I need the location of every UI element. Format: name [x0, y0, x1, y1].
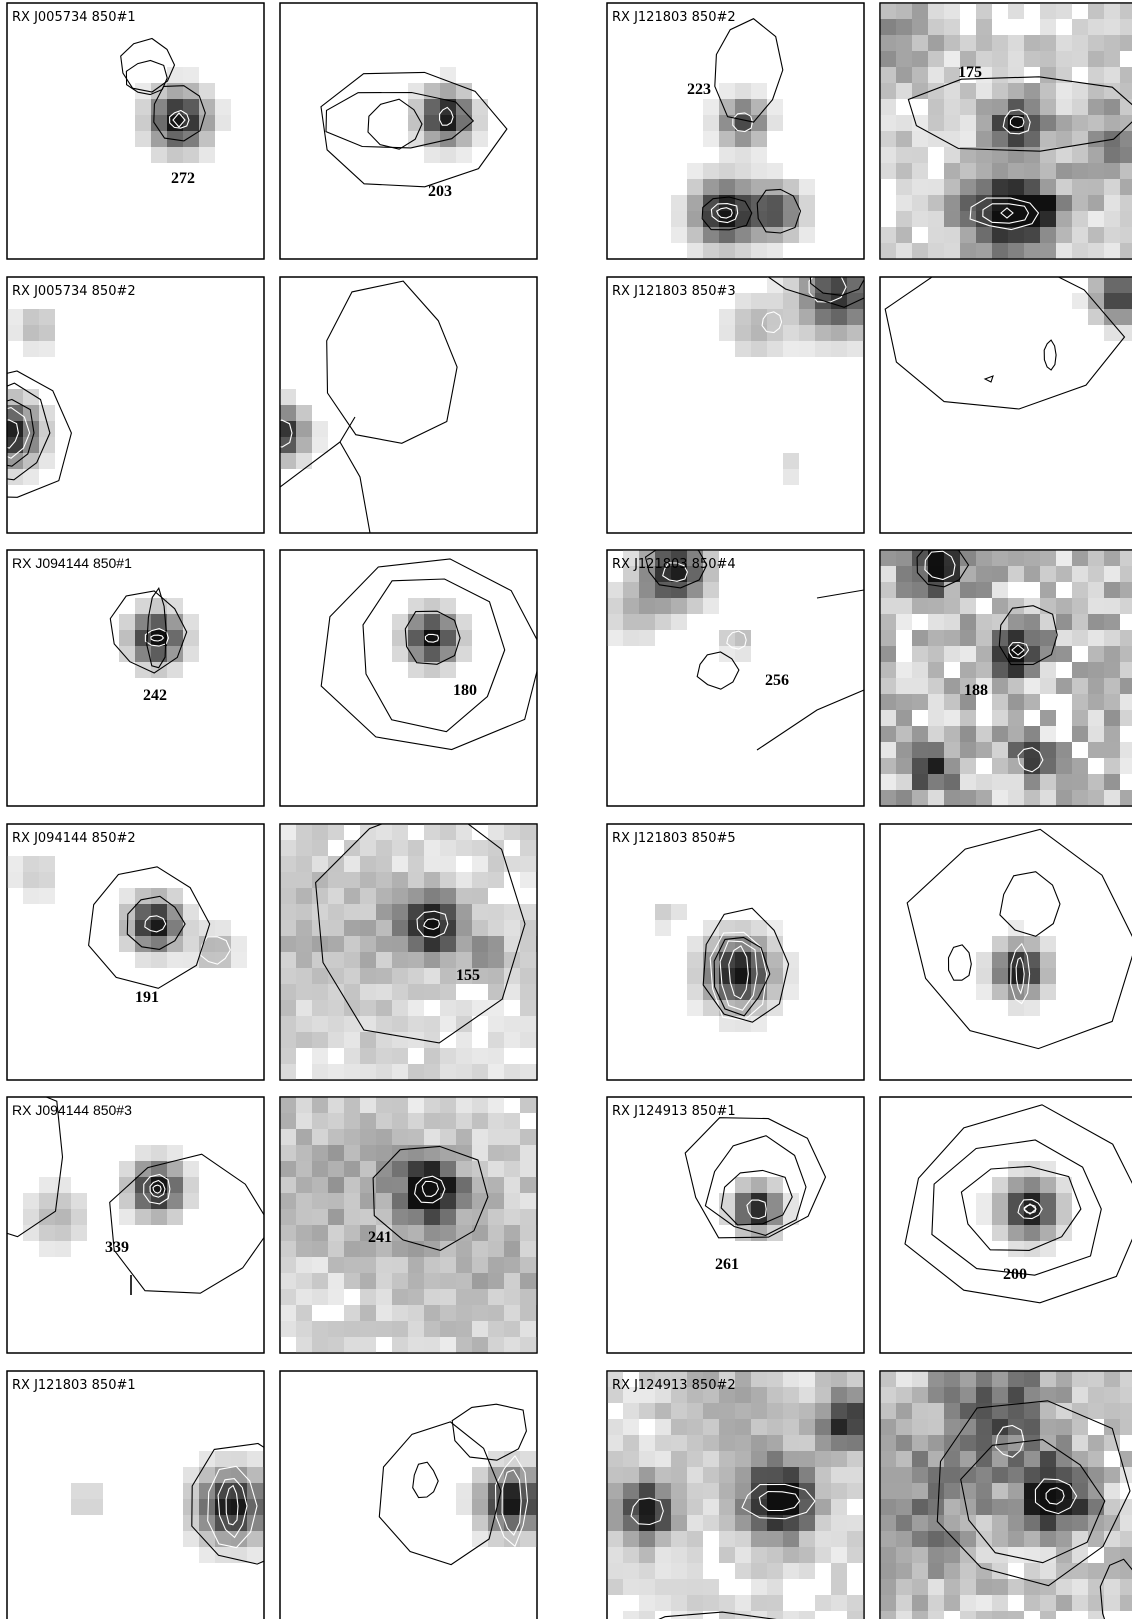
contours [7, 1097, 264, 1294]
greyscale-map [135, 67, 231, 163]
panel-13: RX J094144 850#2 191 [6, 823, 265, 1081]
panel-6 [279, 276, 538, 534]
panel-14: 155 [279, 823, 538, 1081]
contours [644, 550, 864, 751]
contours [701, 18, 802, 234]
panel-7: RX J121803 850#3 [606, 276, 865, 534]
panel-17: RX J094144 850#3 339 [6, 1096, 265, 1354]
source-label: 339 [105, 1239, 129, 1256]
panel-title: RX J124913 850#1 [612, 1104, 736, 1119]
greyscale-map [976, 920, 1056, 1016]
source-label: 155 [456, 967, 480, 984]
source-label: 261 [715, 1256, 739, 1273]
panel-21: RX J121803 850#1 [6, 1370, 265, 1619]
panel-1: RX J005734 850#1 272 [6, 2, 265, 260]
greyscale-map [607, 550, 751, 662]
panel-2: 203 [279, 2, 538, 260]
greyscale-map [456, 1451, 537, 1547]
panel-15: RX J121803 850#5 [606, 823, 865, 1081]
greyscale-map [7, 309, 55, 485]
contours [7, 370, 72, 498]
greyscale-map [880, 3, 1132, 259]
contours [280, 280, 458, 533]
panel-title: RX J121803 850#1 [12, 1378, 136, 1393]
panel-title: RX J124913 850#2 [612, 1378, 736, 1393]
panel-title: RX J121803 850#5 [612, 831, 736, 846]
greyscale-map [280, 389, 328, 469]
greyscale-map [671, 83, 815, 259]
contours [191, 1442, 264, 1565]
panel-11: RX J121803 850#4 256 [606, 549, 865, 807]
source-label: 242 [143, 687, 167, 704]
contours [88, 866, 231, 989]
panel-19: RX J124913 850#1 261 [606, 1096, 865, 1354]
greyscale-map [280, 824, 537, 1080]
panel-9: RX J094144 850#1 242 [6, 549, 265, 807]
panel-23: RX J124913 850#2 [606, 1370, 865, 1619]
greyscale-map [719, 1177, 799, 1241]
contours [916, 550, 1058, 773]
panel-12: 188 [879, 549, 1132, 807]
panel-20: 200 [879, 1096, 1132, 1354]
greyscale-map [976, 1161, 1072, 1257]
contours [320, 71, 508, 188]
panel-title: RX J121803 850#4 [612, 557, 736, 572]
panel-title: RX J005734 850#1 [12, 10, 136, 25]
greyscale-map [392, 598, 472, 678]
panel-3: RX J121803 850#2 223 [606, 2, 865, 260]
contours [884, 277, 1126, 410]
source-label: 200 [1003, 1266, 1027, 1283]
panel-24 [879, 1370, 1132, 1619]
contours [907, 76, 1132, 231]
panel-10: 180 [279, 549, 538, 807]
contours [906, 828, 1132, 1050]
panel-18: 241 [279, 1096, 538, 1354]
contours [120, 37, 206, 142]
source-label: 191 [135, 989, 159, 1006]
panel-title: RX J094144 850#1 [12, 555, 132, 571]
panel-16 [879, 823, 1132, 1081]
panel-frame [279, 276, 538, 534]
greyscale-map [71, 1451, 264, 1563]
panel-22 [279, 1370, 538, 1619]
greyscale-map [880, 1371, 1132, 1619]
source-label: 180 [453, 682, 477, 699]
contours [761, 277, 864, 334]
panel-title: RX J121803 850#3 [612, 284, 736, 299]
panel-4: 175 [879, 2, 1132, 260]
contours [320, 558, 537, 751]
panel-8 [879, 276, 1132, 534]
contours [372, 1145, 489, 1251]
greyscale-map [1072, 277, 1132, 341]
contours [630, 1483, 816, 1619]
panel-5: RX J005734 850#2 [6, 276, 265, 534]
panel-title: RX J005734 850#2 [12, 284, 136, 299]
source-label: 203 [428, 183, 452, 200]
greyscale-map [23, 1145, 199, 1257]
source-label: 256 [765, 672, 789, 689]
source-label: 223 [687, 81, 711, 98]
source-label: 175 [958, 64, 982, 81]
panel-title: RX J094144 850#2 [12, 831, 136, 846]
source-label: 241 [368, 1229, 392, 1246]
greyscale-map [408, 67, 488, 163]
panel-title: RX J094144 850#3 [12, 1102, 132, 1118]
panel-title: RX J121803 850#2 [612, 10, 736, 25]
contours [109, 586, 188, 674]
source-label: 188 [964, 682, 988, 699]
greyscale-map [880, 550, 1132, 806]
greyscale-map [280, 1097, 537, 1353]
source-label: 272 [171, 170, 195, 187]
greyscale-map [607, 1371, 864, 1619]
contours [684, 1117, 827, 1239]
contours [904, 1104, 1132, 1304]
contours [936, 1400, 1132, 1619]
contours [315, 824, 526, 1044]
contours [378, 1403, 529, 1566]
contours [702, 907, 790, 1023]
